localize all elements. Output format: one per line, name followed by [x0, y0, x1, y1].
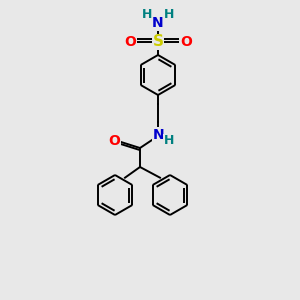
- Text: H: H: [164, 8, 174, 20]
- Text: O: O: [108, 134, 120, 148]
- Text: H: H: [142, 8, 152, 20]
- Text: N: N: [153, 128, 165, 142]
- Text: N: N: [152, 16, 164, 30]
- Text: H: H: [164, 134, 174, 148]
- Text: O: O: [124, 35, 136, 49]
- Text: S: S: [152, 34, 164, 50]
- Text: O: O: [180, 35, 192, 49]
